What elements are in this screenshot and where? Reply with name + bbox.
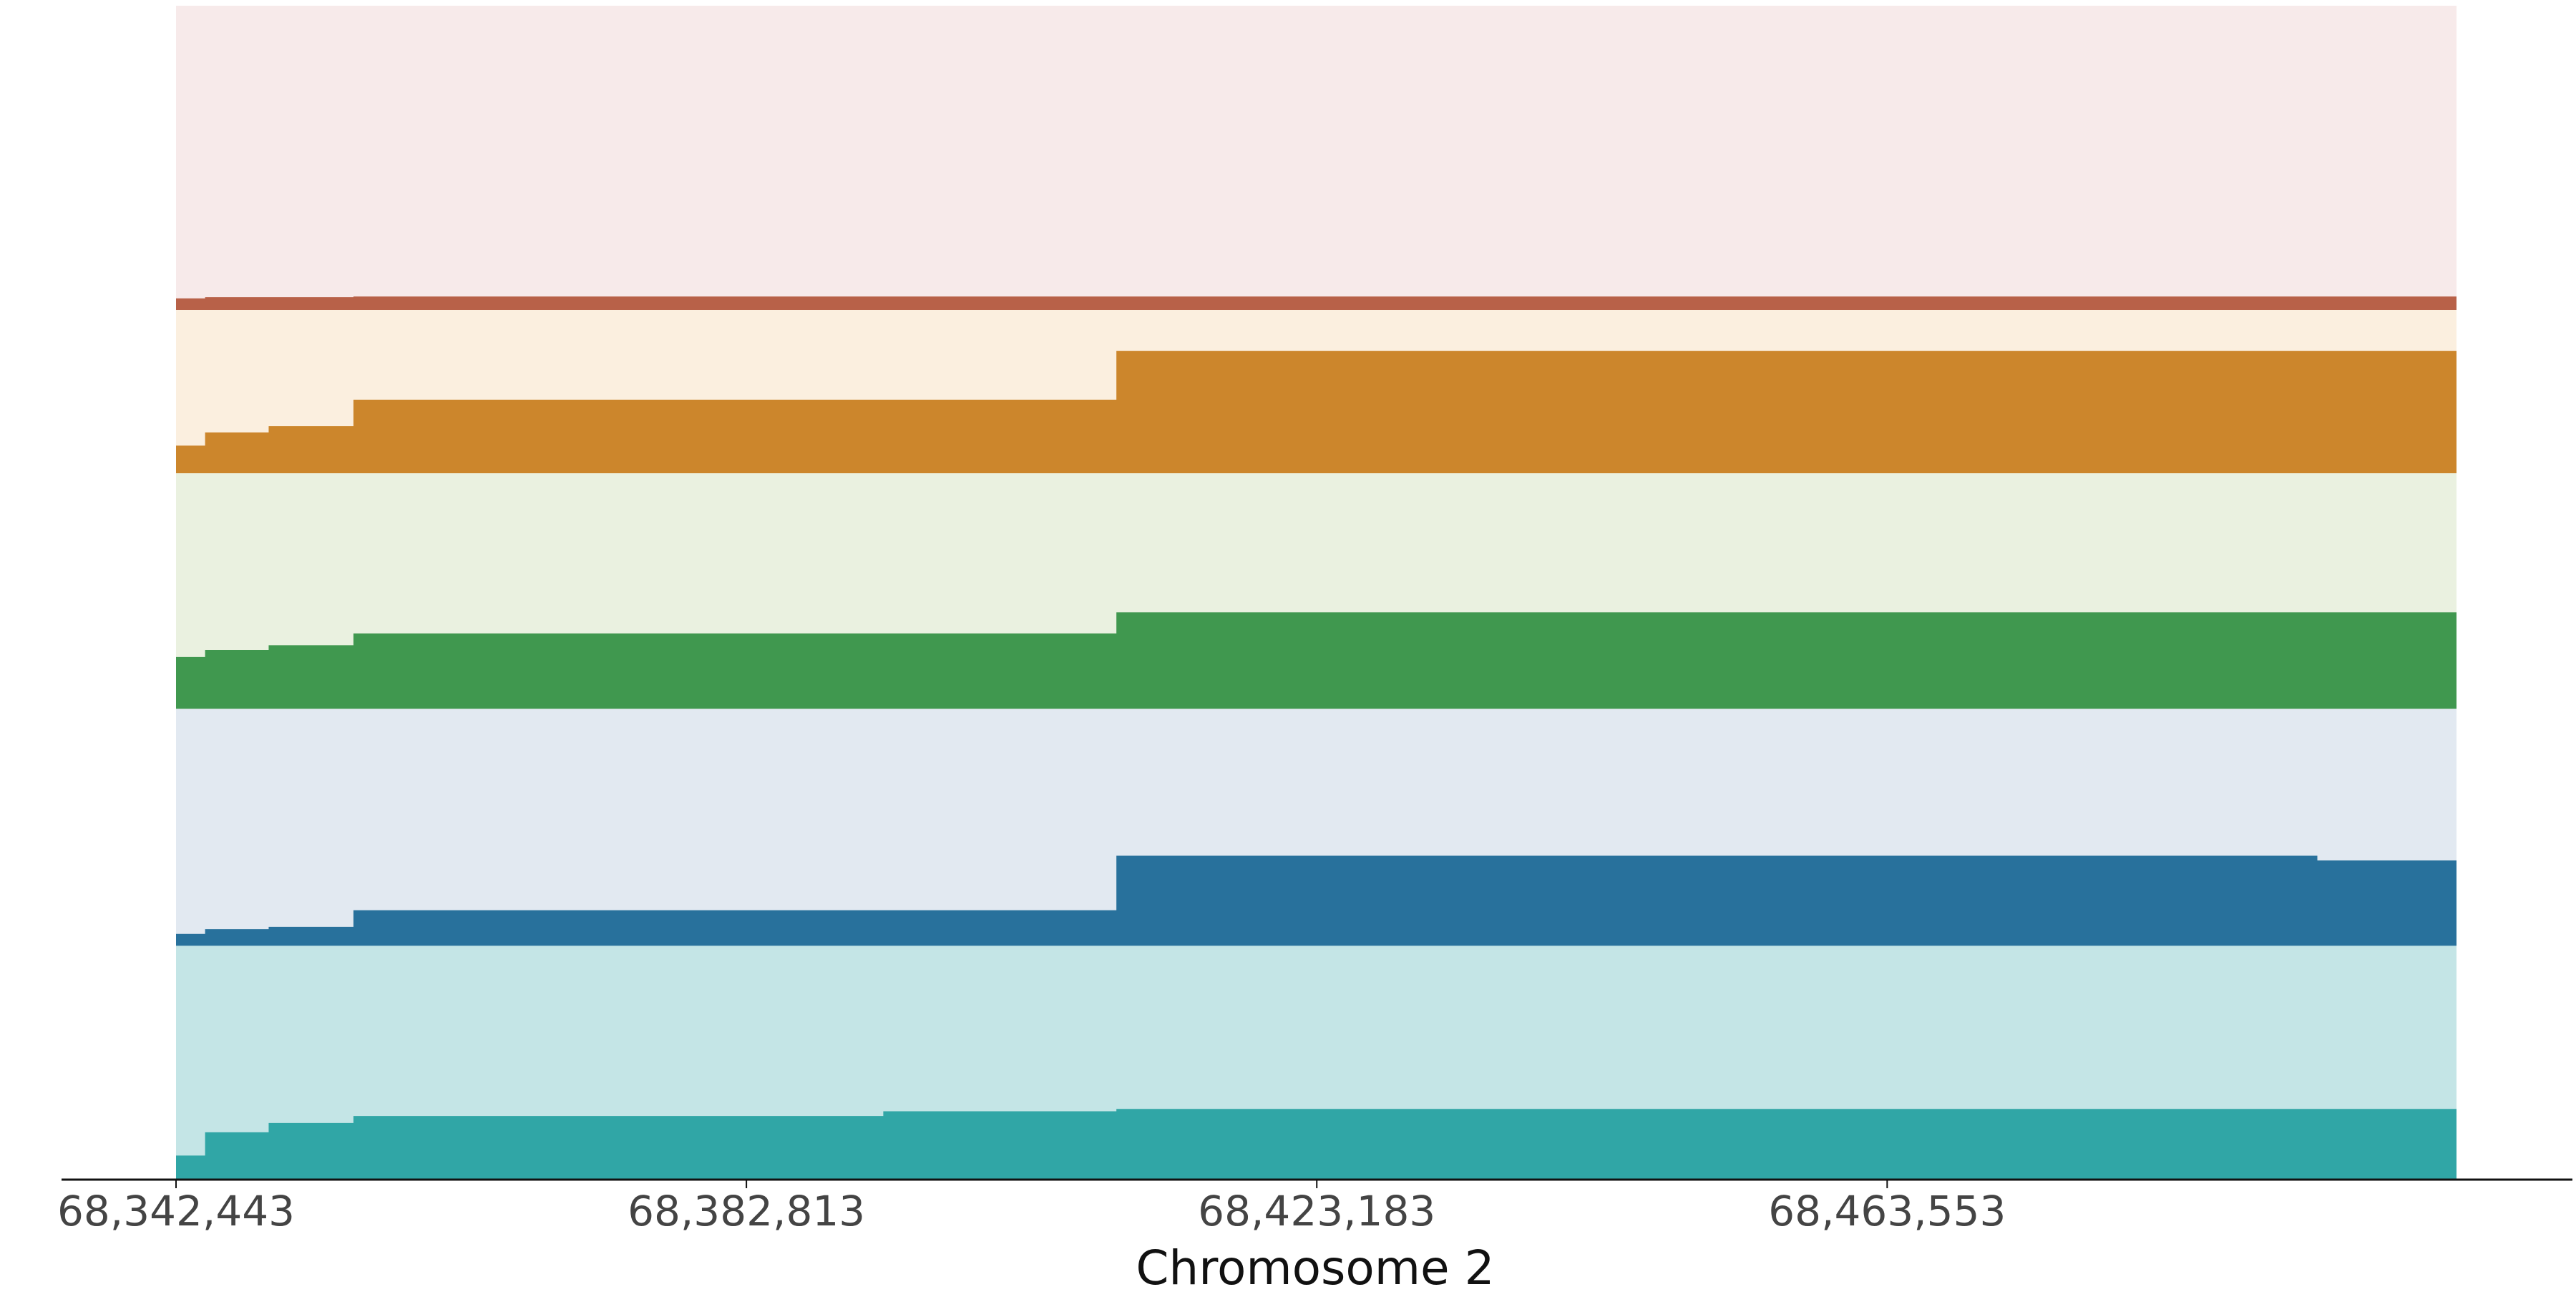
x-tick-label: 68,423,183 [1198,1187,1435,1235]
track-1-area [176,296,2457,310]
track-5-area [176,1109,2457,1179]
track-1-background [176,6,2457,310]
x-tick-label: 68,463,553 [1768,1187,2006,1235]
track-4-area [176,855,2457,946]
track-3-area [176,612,2457,709]
x-tick-label: 68,342,443 [57,1187,295,1235]
x-ticks: 68,342,443 68,382,813 68,423,183 68,463,553 [57,1180,2006,1235]
x-axis-title: Chromosome 2 [1136,1240,1494,1288]
x-tick-label: 68,382,813 [628,1187,865,1235]
track-2-area [176,351,2457,474]
tracks-layer [176,6,2457,1179]
